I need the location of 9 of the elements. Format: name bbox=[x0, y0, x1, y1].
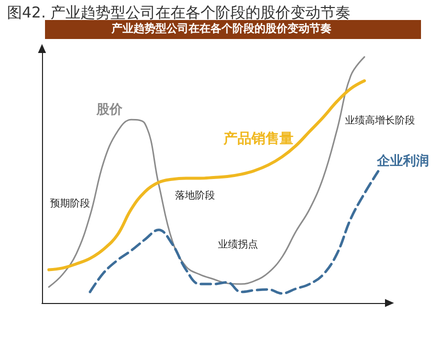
chart-subtitle: 产业趋势型公司在在各个阶段的股价变动节奏 bbox=[110, 22, 332, 35]
series-label: 企业利润 bbox=[376, 152, 430, 169]
annotation: 业绩高增长阶段 bbox=[345, 114, 415, 126]
series-label: 产品销售量 bbox=[222, 130, 294, 147]
series-label: 股价 bbox=[95, 102, 124, 118]
annotation: 预期阶段 bbox=[50, 198, 90, 210]
annotation: 业绩拐点 bbox=[218, 238, 258, 250]
annotation: 落地阶段 bbox=[175, 190, 215, 202]
chart-title: 图42. 产业趋势型公司在在各个阶段的股价变动节奏 bbox=[7, 4, 351, 22]
